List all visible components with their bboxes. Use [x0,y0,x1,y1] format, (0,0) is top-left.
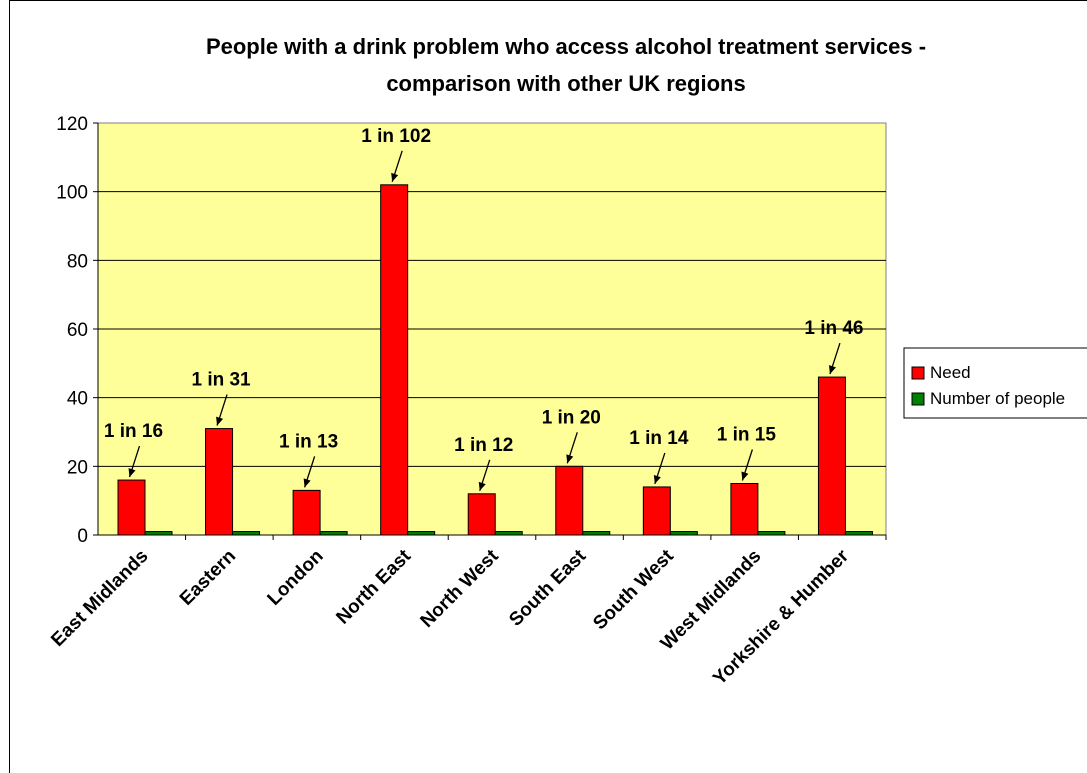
data-label: 1 in 46 [804,318,863,339]
y-axis: 0 20 40 60 80 100 120 [56,114,99,547]
legend-swatch-number-of-people [911,392,925,406]
bar-need [817,376,846,536]
data-label-arrowhead [478,481,486,491]
bar-number-of-people [232,531,261,536]
y-tick-label: 120 [56,114,88,135]
bar-need [117,479,146,536]
data-label: 1 in 13 [279,431,338,452]
bar-need [467,493,496,536]
y-tick-label: 60 [67,320,88,341]
y-tick-label: 40 [67,389,88,410]
legend-label-need: Need [930,363,971,382]
y-tick-label: 100 [56,183,88,204]
data-label: 1 in 102 [361,126,431,147]
data-label: 1 in 14 [629,428,689,449]
bar-need [555,465,584,536]
y-tick-label: 20 [67,457,88,478]
data-label-arrowhead [653,474,661,484]
bar-number-of-people [757,531,786,536]
bar-need [642,486,671,536]
bar-number-of-people [669,531,698,536]
bar-number-of-people [319,531,348,536]
data-label: 1 in 15 [717,425,777,446]
chart-title-line-1: People with a drink problem who access a… [206,34,926,59]
legend-label-number-of-people: Number of people [930,389,1065,408]
data-label-arrowhead [128,468,136,478]
bar-number-of-people [407,531,436,536]
bar-need [292,489,321,536]
data-label: 1 in 20 [542,407,601,428]
bar-number-of-people [582,531,611,536]
bar-number-of-people [144,531,173,536]
y-tick-label: 80 [67,251,88,272]
data-label-arrowhead [828,365,836,375]
legend: Need Number of people [903,347,1087,419]
bar-number-of-people [494,531,523,536]
data-label-arrowhead [566,454,574,464]
bar-need [205,428,234,536]
bar-number-of-people [844,531,873,536]
legend-swatch-need [911,366,925,380]
annotations: 1 in 16 1 in 31 1 in 13 1 in 102 1 in 12 1 in… [104,126,864,491]
data-label-arrowhead [741,471,749,481]
y-tick-label: 0 [77,526,88,547]
bar-need [730,483,759,536]
legend-box [903,347,1087,419]
data-label-arrowhead [303,478,311,488]
chart-title-line-2: comparison with other UK regions [386,71,745,96]
data-label-arrowhead [216,416,224,426]
gridlines [98,191,886,467]
bar-need [380,184,409,536]
data-label: 1 in 31 [191,370,251,391]
data-label-arrowhead [391,172,399,182]
data-label: 1 in 16 [104,421,163,442]
data-label: 1 in 12 [454,435,513,456]
